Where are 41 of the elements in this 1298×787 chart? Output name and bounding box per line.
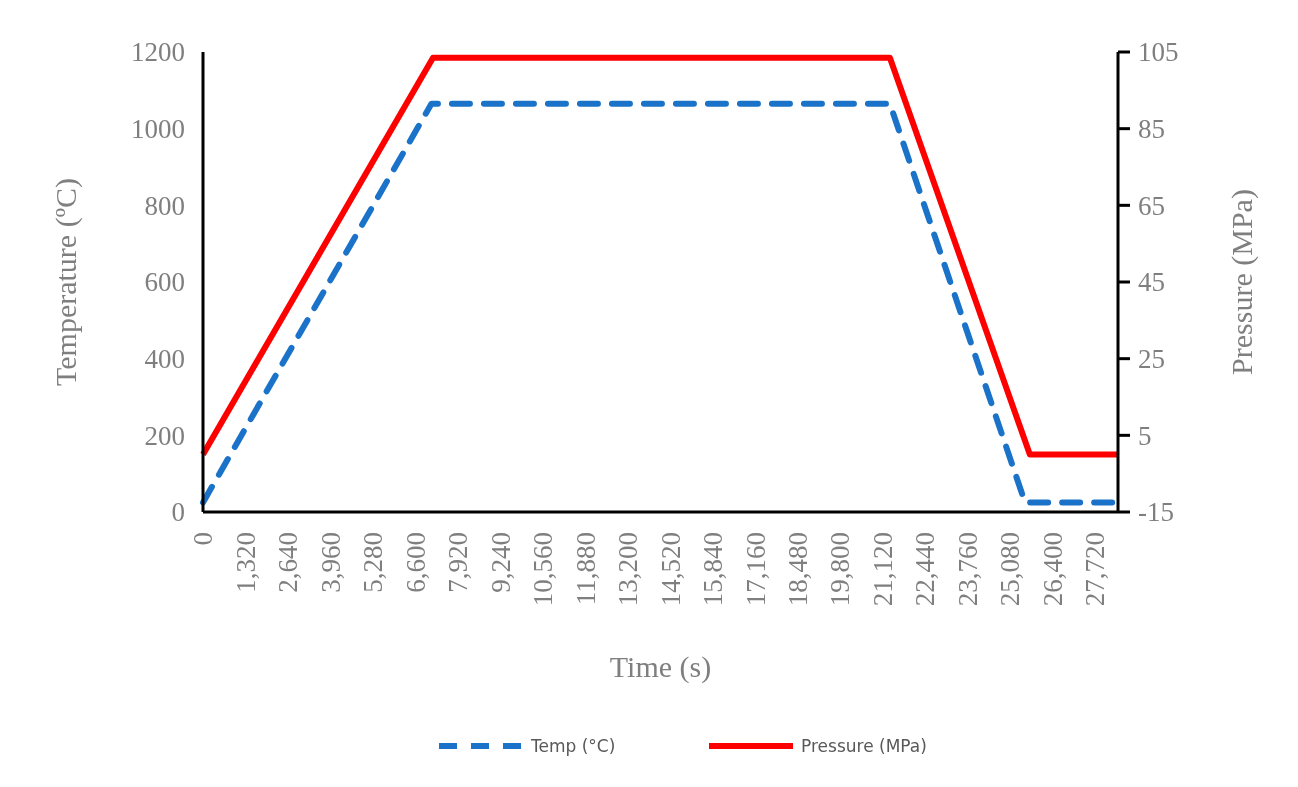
x-tick-label: 27,720 <box>1080 532 1111 607</box>
x-tick-label: 1,320 <box>230 532 261 593</box>
x-tick-label: 10,560 <box>528 532 559 607</box>
y-tick-label: 200 <box>144 420 185 451</box>
y-tick-label: 1000 <box>131 114 185 145</box>
x-tick-label: 6,600 <box>400 532 431 593</box>
x-tick-label: 21,120 <box>867 532 898 607</box>
x-tick-label: 3,960 <box>315 532 346 593</box>
x-tick-label: 2,640 <box>273 532 304 593</box>
y-tick-label: 1200 <box>131 37 185 68</box>
x-tick-label: 26,400 <box>1037 532 1068 607</box>
legend-label: Temp (°C) <box>530 735 616 756</box>
y-axis-title: Temperature (ºC) <box>49 178 83 386</box>
x-tick-label: 18,480 <box>783 532 814 607</box>
x-tick-label: 13,200 <box>613 532 644 607</box>
x-axis-title: Time (s) <box>609 650 712 684</box>
x-tick-label: 17,160 <box>740 532 771 607</box>
y2-tick-label: -15 <box>1138 497 1174 528</box>
y2-tick-label: 25 <box>1138 344 1165 375</box>
x-tick-label: 23,760 <box>952 532 983 607</box>
y-tick-label: 0 <box>171 497 185 528</box>
y-tick-label: 800 <box>144 190 185 221</box>
y2-tick-label: 65 <box>1138 190 1165 221</box>
legend-label: Pressure (MPa) <box>801 735 927 756</box>
y2-axis-title: Pressure (MPa) <box>1225 189 1259 375</box>
y2-tick-label: 5 <box>1138 420 1152 451</box>
x-tick-label: 25,080 <box>995 532 1026 607</box>
x-tick-label: 7,920 <box>443 532 474 593</box>
x-tick-label: 0 <box>188 532 219 546</box>
y-tick-label: 600 <box>144 267 185 298</box>
y2-tick-label: 85 <box>1138 114 1165 145</box>
y2-tick-label: 45 <box>1138 267 1165 298</box>
y2-tick-label: 105 <box>1138 37 1179 68</box>
x-tick-label: 5,280 <box>358 532 389 593</box>
x-tick-label: 11,880 <box>570 532 601 606</box>
x-tick-label: 9,240 <box>485 532 516 593</box>
x-tick-label: 15,840 <box>698 532 729 607</box>
x-tick-label: 19,800 <box>825 532 856 607</box>
y-tick-label: 400 <box>144 344 185 375</box>
x-tick-label: 14,520 <box>655 532 686 607</box>
x-tick-label: 22,440 <box>910 532 941 607</box>
